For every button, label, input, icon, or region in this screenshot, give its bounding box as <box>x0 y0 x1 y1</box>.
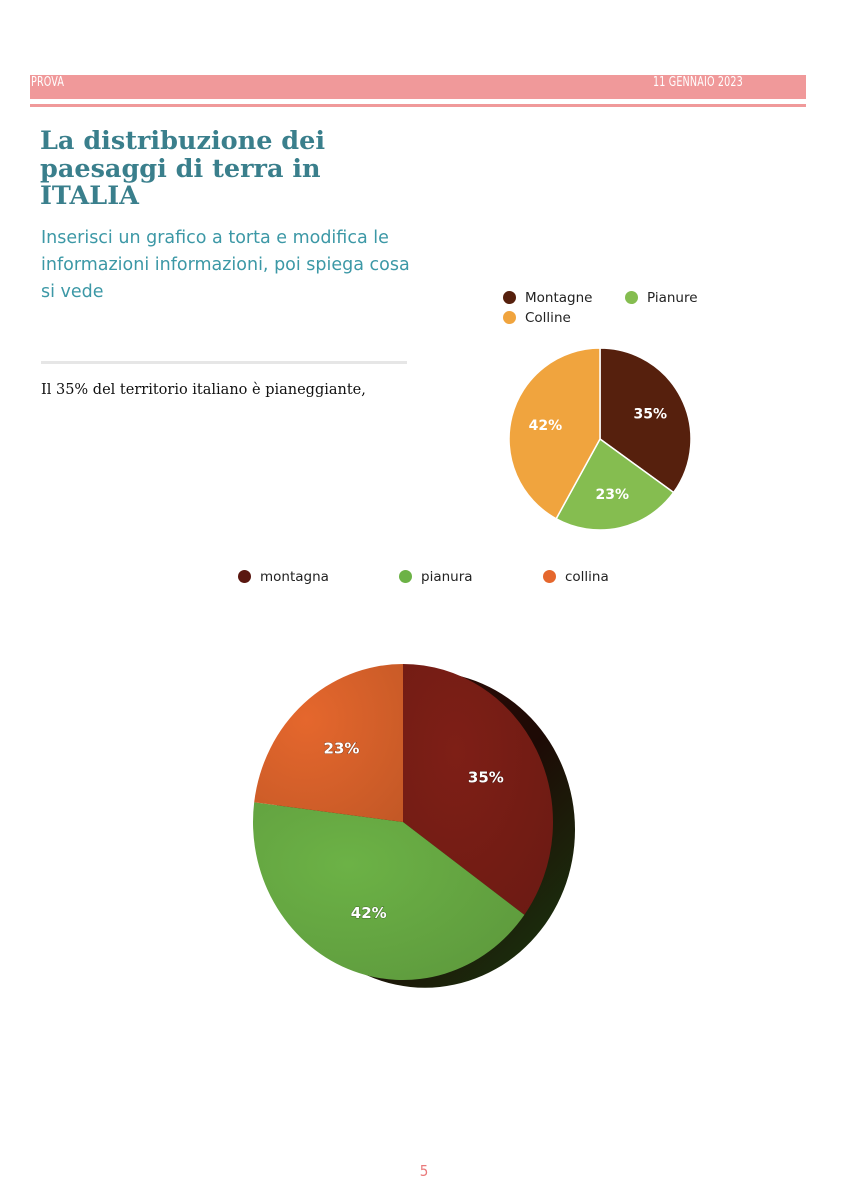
legend-label-colline: Colline <box>525 310 571 326</box>
legend-dot-montagna <box>238 570 251 583</box>
legend-dot-pianura <box>399 570 412 583</box>
header-date: 11 GENNAIO 2023 <box>653 75 743 90</box>
page-number: 5 <box>419 1162 429 1180</box>
pie-slice-montagna <box>403 664 553 915</box>
legend-item-pianura: pianura <box>399 568 473 586</box>
legend-label-montagna: montagna <box>260 569 329 585</box>
legend-item-pianure: Pianure <box>625 289 698 307</box>
legend-item-montagna: montagna <box>238 568 329 586</box>
body-text: Il 35% del territorio italiano è pianegg… <box>41 382 366 398</box>
legend-label-montagne: Montagne <box>525 290 593 306</box>
legend-dot-pianure <box>625 291 638 304</box>
legend-label-pianura: pianura <box>421 569 473 585</box>
legend-item-montagne: Montagne <box>503 289 592 307</box>
pie-slice-collina <box>254 664 403 822</box>
legend-item-colline: Colline <box>503 309 571 327</box>
page-subtitle: Inserisci un grafico a torta e modifica … <box>41 228 410 302</box>
pie-label-collina: 23% <box>324 740 360 758</box>
divider <box>41 361 407 364</box>
legend-item-collina: collina <box>543 568 609 586</box>
page-title: La distribuzione dei paesaggi di terra i… <box>40 126 326 211</box>
legend-dot-montagne <box>503 291 516 304</box>
legend-dot-colline <box>503 311 516 324</box>
pie-label-pianura: 42% <box>351 904 387 922</box>
header-left-text: PROVA <box>31 75 65 90</box>
legend-label-pianure: Pianure <box>647 290 698 306</box>
pie-label-pianure: 23% <box>596 487 630 503</box>
pie-slice-pianure <box>555 437 675 531</box>
legend-label-collina: collina <box>565 569 609 585</box>
pie-slice-montagne <box>599 347 692 494</box>
legend-dot-collina <box>543 570 556 583</box>
header-rule <box>30 104 806 107</box>
pie-label-montagne: 35% <box>634 406 668 422</box>
header-band <box>30 75 806 99</box>
pie-label-montagna: 35% <box>468 769 504 787</box>
pie-label-colline: 42% <box>529 418 563 434</box>
pie-slice-colline <box>508 347 601 520</box>
pie-slice-pianura <box>253 802 525 980</box>
